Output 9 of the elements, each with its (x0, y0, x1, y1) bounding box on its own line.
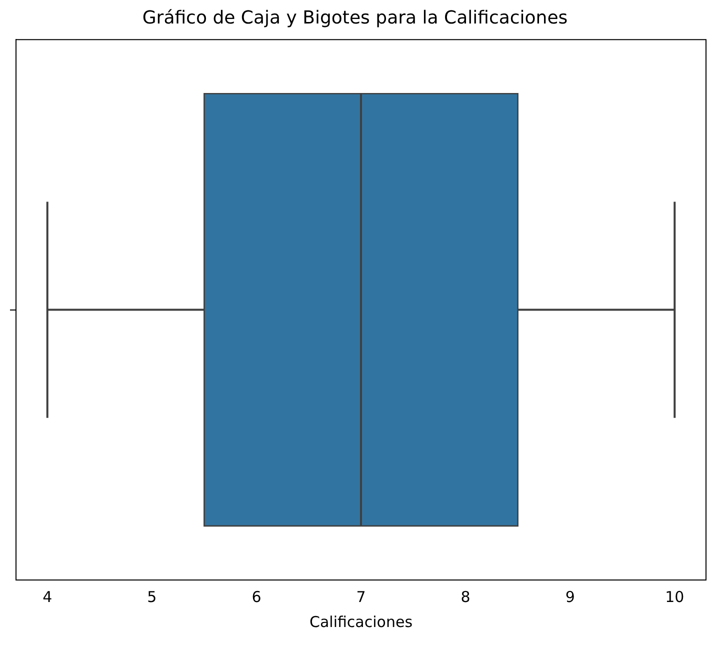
x-tick-label: 7 (356, 588, 366, 606)
x-tick-label: 4 (42, 588, 52, 606)
x-tick-label: 10 (665, 588, 684, 606)
x-tick-label: 5 (147, 588, 157, 606)
x-axis-title: Calificaciones (309, 612, 413, 631)
x-tick-label: 6 (252, 588, 262, 606)
x-tick-label: 9 (565, 588, 575, 606)
chart-title: Gráfico de Caja y Bigotes para la Calificaciones (142, 7, 568, 28)
x-tick-label: 8 (460, 588, 470, 606)
